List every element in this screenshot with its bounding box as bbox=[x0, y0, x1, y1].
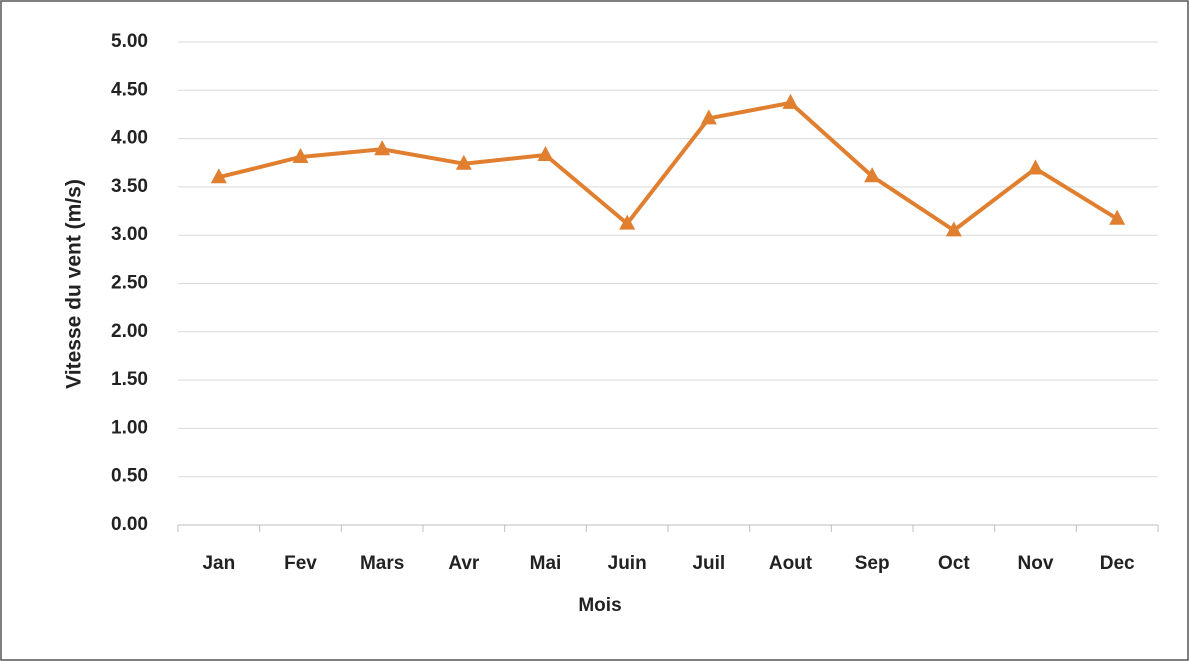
y-tick-label: 1.50 bbox=[111, 369, 148, 390]
y-tick-label: 0.00 bbox=[111, 514, 148, 535]
x-tick-label: Oct bbox=[938, 553, 970, 574]
y-tick-label: 3.00 bbox=[111, 224, 148, 245]
marker bbox=[210, 168, 227, 184]
y-tick-label: 2.00 bbox=[111, 321, 148, 342]
marker bbox=[619, 214, 636, 230]
x-tick-label: Nov bbox=[1018, 553, 1054, 574]
x-tick-label: Sep bbox=[855, 553, 890, 574]
y-tick-label: 2.50 bbox=[111, 273, 148, 294]
x-tick-label: Aout bbox=[769, 553, 813, 574]
y-tick-label: 0.50 bbox=[111, 466, 148, 487]
line bbox=[218, 100, 1119, 233]
marker bbox=[700, 109, 717, 125]
marker bbox=[292, 147, 309, 163]
marker bbox=[945, 221, 962, 237]
marker bbox=[455, 154, 472, 170]
x-tick-label: Fev bbox=[284, 553, 317, 574]
x-tick-label: Mars bbox=[360, 553, 404, 574]
x-tick-label: Dec bbox=[1100, 553, 1135, 574]
x-tick-label: Juil bbox=[692, 553, 725, 574]
marker bbox=[782, 93, 799, 109]
x-tick-label: Jan bbox=[202, 553, 235, 574]
y-axis-label: Vitesse du vent (m/s) bbox=[63, 179, 86, 389]
y-tick-label: 4.00 bbox=[111, 128, 148, 149]
y-tick-label: 5.00 bbox=[111, 31, 148, 52]
x-tick-label: Avr bbox=[448, 553, 480, 574]
y-tick-label: 4.50 bbox=[111, 79, 148, 100]
marker bbox=[864, 167, 881, 183]
marker bbox=[537, 146, 554, 162]
marker bbox=[1109, 209, 1126, 225]
x-tick-label: Mai bbox=[530, 553, 562, 574]
marker bbox=[374, 140, 391, 156]
x-axis-label: Mois bbox=[578, 595, 621, 616]
y-tick-label: 1.00 bbox=[111, 417, 148, 438]
y-tick-label: 3.50 bbox=[111, 176, 148, 197]
x-tick-label: Juin bbox=[608, 553, 647, 574]
marker bbox=[1027, 159, 1044, 175]
